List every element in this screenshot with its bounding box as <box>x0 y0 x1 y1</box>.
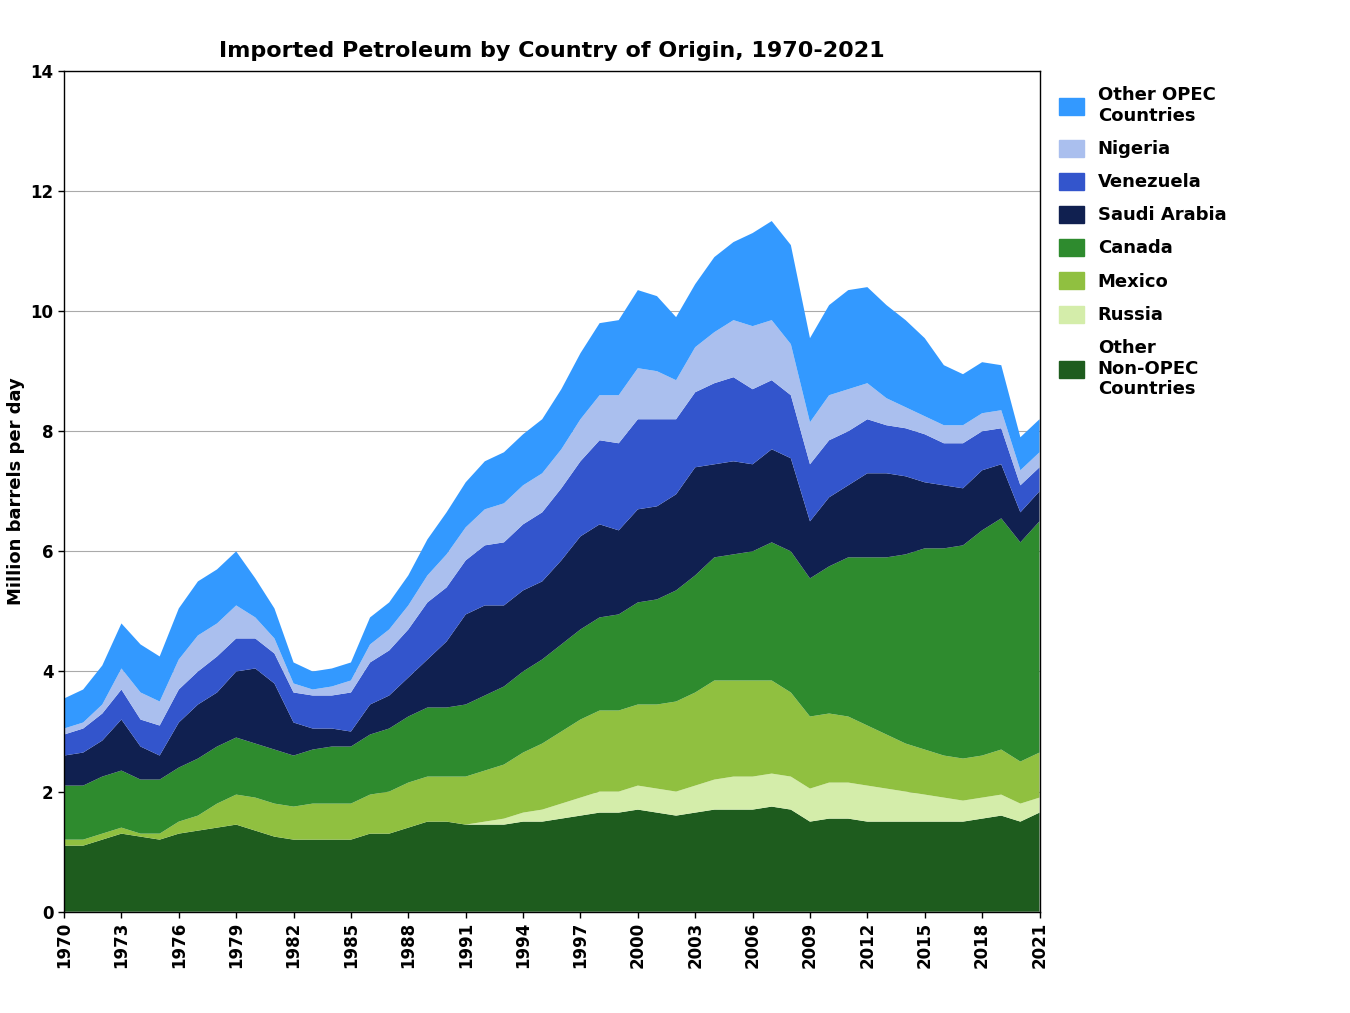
Title: Imported Petroleum by Country of Origin, 1970-2021: Imported Petroleum by Country of Origin,… <box>219 41 884 61</box>
Legend: Other OPEC
Countries, Nigeria, Venezuela, Saudi Arabia, Canada, Mexico, Russia, : Other OPEC Countries, Nigeria, Venezuela… <box>1053 79 1233 405</box>
Y-axis label: Million barrels per day: Million barrels per day <box>7 378 24 605</box>
